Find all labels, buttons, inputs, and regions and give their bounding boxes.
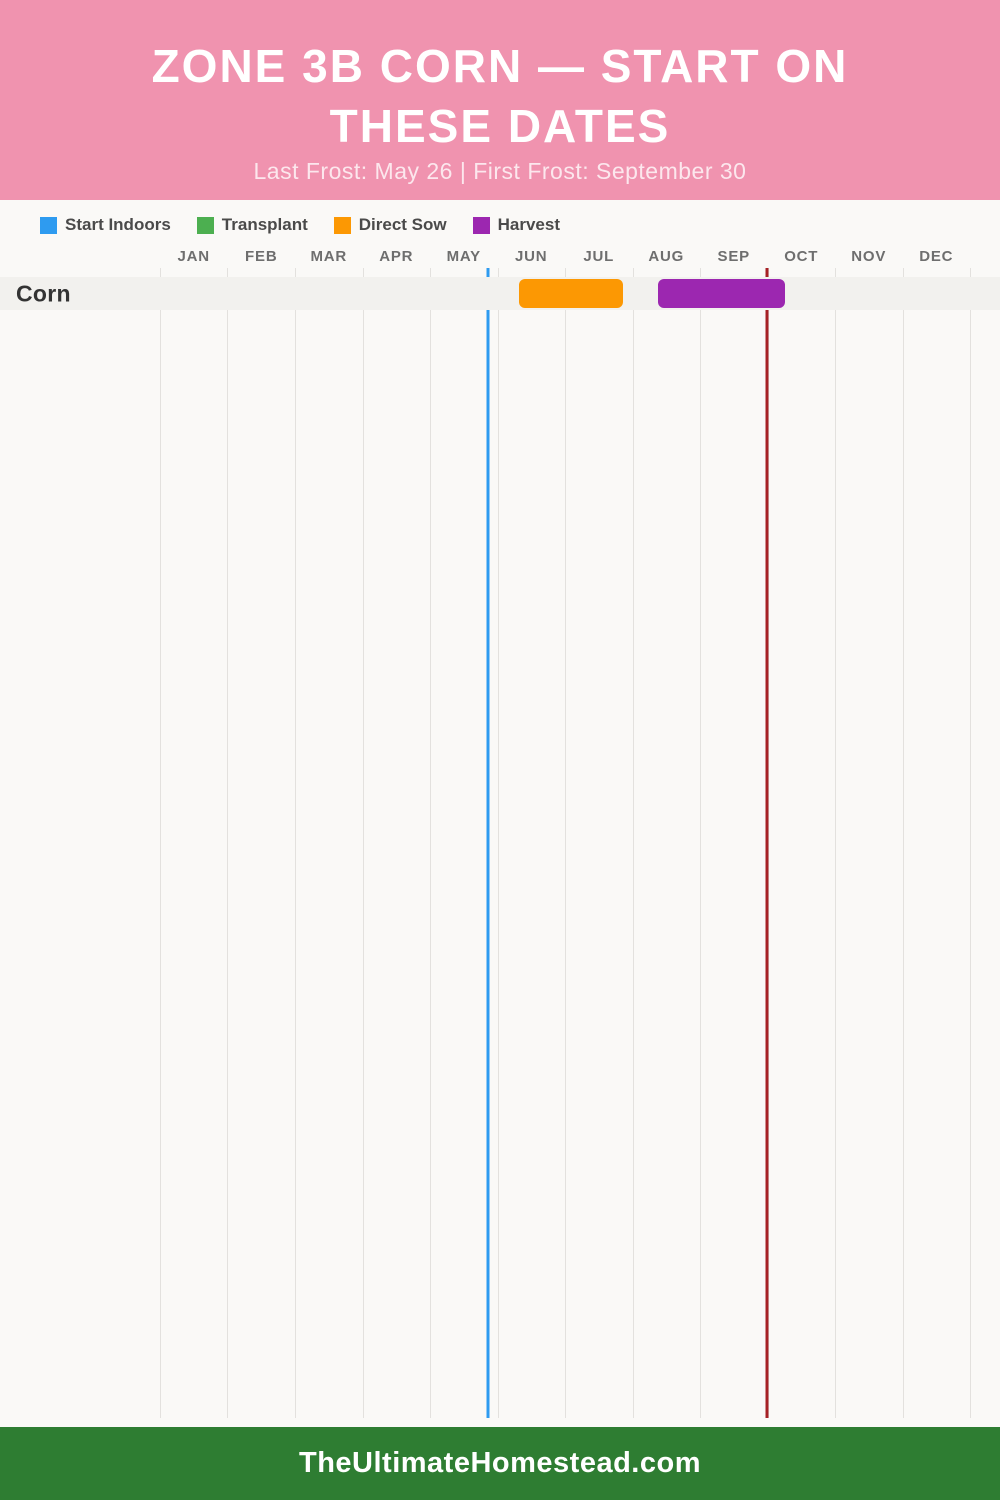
frost-subtitle: Last Frost: May 26 | First Frost: Septem… (253, 158, 747, 184)
month-gridline (362, 268, 364, 1418)
legend-item-direct-sow: Direct Sow (333, 215, 447, 235)
footer: TheUltimateHomestead.com (0, 1427, 1000, 1500)
month-label-sep: SEP (717, 248, 750, 265)
month-gridline (294, 268, 296, 1418)
month-gridline (227, 268, 229, 1418)
corn-row: Corn (0, 277, 1000, 310)
month-label-mar: MAR (310, 248, 348, 265)
month-label-aug: AUG (648, 248, 685, 265)
row-label-corn: Corn (16, 280, 71, 306)
legend: Start Indoors Transplant Direct Sow Harv… (40, 215, 560, 235)
month-gridline (835, 268, 836, 1418)
month-gridline (160, 268, 161, 1418)
month-label-oct: OCT (784, 248, 819, 265)
legend-item-transplant: Transplant (196, 215, 308, 235)
harvest-bar (658, 279, 786, 308)
month-label-jun: JUN (515, 248, 548, 265)
harvest-swatch (472, 216, 490, 234)
month-gridline (429, 268, 431, 1418)
month-gridline (565, 268, 566, 1418)
month-label-nov: NOV (851, 248, 887, 265)
first-frost-line (765, 268, 769, 1418)
legend-label: Transplant (221, 215, 308, 234)
month-label-dec: DEC (919, 248, 954, 265)
month-gridline (497, 268, 499, 1418)
legend-label: Start Indoors (65, 215, 171, 234)
month-label-may: MAY (446, 248, 481, 265)
month-label-jan: JAN (177, 248, 210, 265)
footer-site-text: TheUltimateHomestead.com (299, 1447, 701, 1479)
month-gridline (902, 268, 904, 1418)
page-title: ZONE 3B CORN — START ON THESE DATES (151, 40, 849, 152)
last-frost-line (486, 268, 490, 1418)
gridlines (160, 268, 971, 1418)
legend-label: Harvest (497, 215, 560, 234)
legend-item-harvest: Harvest (472, 215, 560, 235)
header: ZONE 3B CORN — START ON THESE DATES Last… (0, 0, 1000, 200)
direct-sow-bar (519, 279, 624, 308)
direct-sow-swatch (333, 216, 351, 234)
month-label-apr: APR (379, 248, 414, 265)
transplant-swatch (196, 216, 214, 234)
month-gridline (970, 268, 971, 1418)
month-gridline (632, 268, 634, 1418)
start-indoors-swatch (40, 216, 57, 234)
month-label-jul: JUL (583, 248, 615, 265)
month-label-feb: FEB (245, 248, 278, 265)
legend-item-start-indoors: Start Indoors (40, 215, 171, 235)
legend-label: Direct Sow (358, 215, 447, 234)
corn-row-bars (160, 277, 970, 310)
chart-area: Corn (0, 268, 1000, 1418)
month-axis: JAN FEB MAR APR MAY JUN JUL AUG SEP OCT … (160, 248, 970, 268)
month-gridline (699, 268, 701, 1418)
